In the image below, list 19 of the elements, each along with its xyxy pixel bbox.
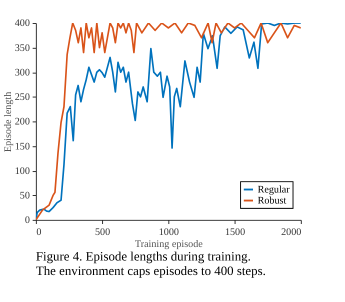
x-tick-label: 1500: [224, 227, 246, 238]
y-tick-label: 0: [24, 215, 30, 226]
y-tick-label: 50: [20, 190, 30, 202]
y-tick-label: 350: [14, 42, 30, 54]
y-tick-label: 400: [14, 18, 30, 30]
y-tick-label: 250: [14, 92, 30, 104]
legend-label: Regular: [258, 184, 290, 196]
x-tick-label: 0: [36, 227, 42, 238]
x-axis-title: Training episode: [134, 239, 204, 250]
x-tick-label: 1000: [158, 227, 179, 238]
caption: Figure 4. Episode lengths during training. The environment caps episodes to 400 steps.: [36, 249, 266, 278]
x-tick-label: 500: [94, 227, 110, 238]
y-tick-label: 200: [14, 116, 30, 128]
y-tick-label: 100: [14, 166, 30, 177]
legend-label: Robust: [258, 195, 286, 206]
y-tick-label: 150: [14, 141, 30, 152]
x-tick-label: 2000: [281, 227, 302, 238]
y-axis-title: Episode length: [3, 92, 14, 152]
y-tick-label: 300: [14, 67, 30, 78]
